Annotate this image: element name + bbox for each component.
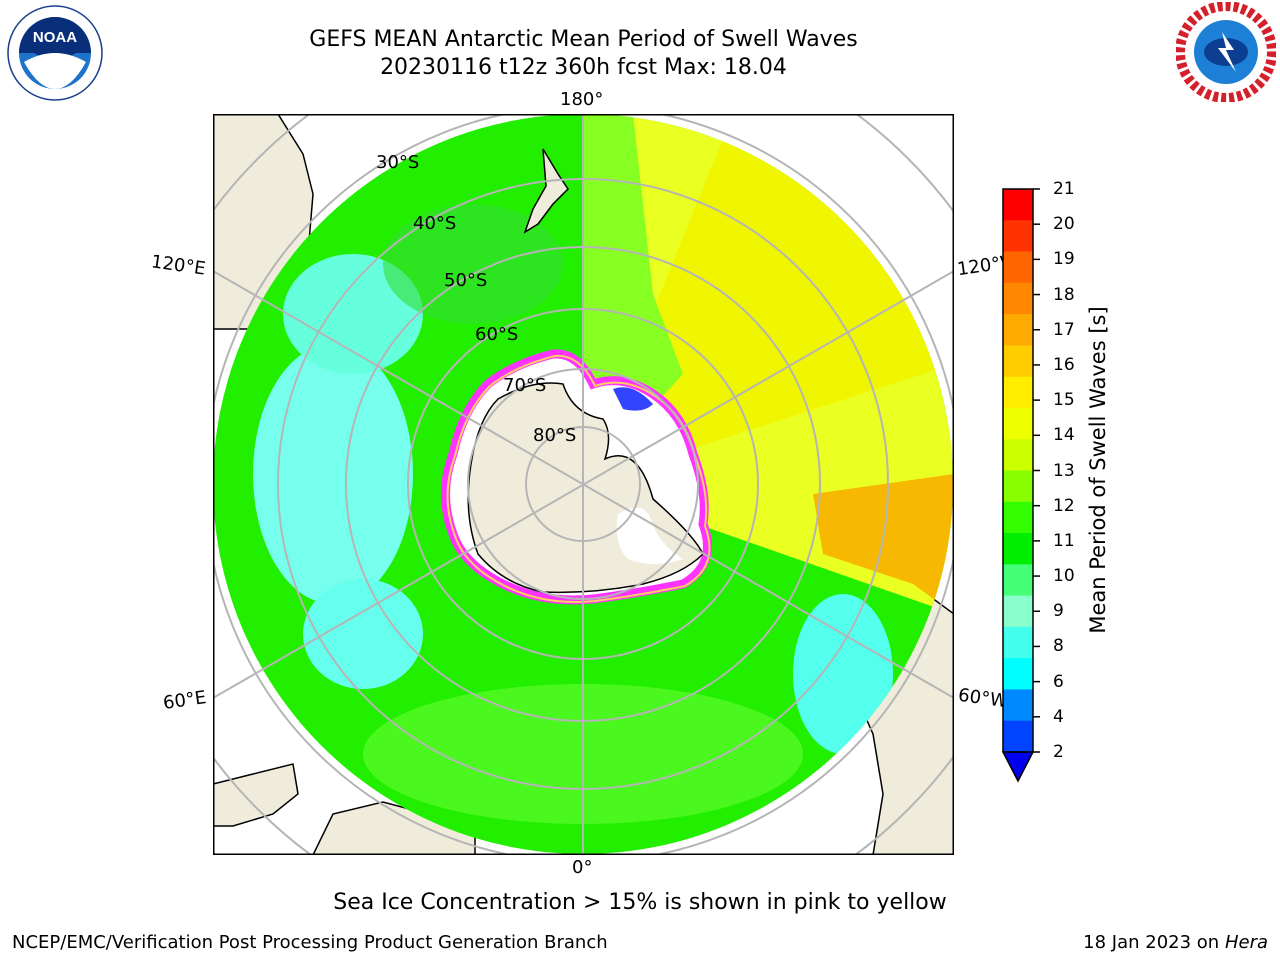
map-title: GEFS MEAN Antarctic Mean Period of Swell… (309, 27, 858, 52)
colorbar-tick-label: 16 (1053, 354, 1075, 375)
colorbar-tick-label: 18 (1053, 284, 1075, 305)
colorbar-swatch (1003, 345, 1033, 378)
colorbar-swatch (1003, 626, 1033, 659)
colorbar-swatch (1003, 470, 1033, 503)
colorbar-swatch (1003, 314, 1033, 346)
producer-credit: NCEP/EMC/Verification Post Processing Pr… (12, 932, 608, 953)
svg-text:NOAA: NOAA (33, 29, 77, 46)
generation-date-text: 18 Jan 2023 on (1083, 932, 1225, 953)
graticule (213, 114, 954, 855)
generation-date: 18 Jan 2023 on Hera (1083, 932, 1268, 953)
colorbar-swatch (1003, 501, 1033, 534)
colorbar-swatch (1003, 595, 1033, 628)
nws-logo (1176, 2, 1276, 102)
colorbar-tick-label: 10 (1053, 566, 1075, 587)
colorbar-swatch (1003, 564, 1033, 597)
lat-label-70s: 70°S (503, 375, 547, 396)
noaa-logo: NOAA (7, 5, 103, 101)
madagascar-landmass (213, 763, 299, 827)
colorbar (1001, 188, 1040, 783)
colorbar-swatch (1003, 189, 1033, 221)
lat-label-60s: 60°S (475, 324, 519, 345)
colorbar-tick-label: 19 (1053, 249, 1075, 270)
colorbar-tick-label: 12 (1053, 495, 1075, 516)
colorbar-tick-label: 20 (1053, 214, 1075, 235)
host-name: Hera (1224, 932, 1268, 953)
colorbar-swatch (1003, 689, 1033, 722)
colorbar-tick-label: 15 (1053, 390, 1075, 411)
lat-label-40s: 40°S (413, 213, 457, 234)
map-subtitle: 20230116 t12z 360h fcst Max: 18.04 (380, 55, 787, 80)
colorbar-tick-label: 9 (1053, 601, 1064, 622)
colorbar-tick-label: 21 (1053, 179, 1075, 199)
colorbar-tick-label: 4 (1053, 706, 1064, 727)
lon-label-180: 180° (560, 89, 604, 110)
colorbar-swatch (1003, 533, 1033, 565)
colorbar-label: Mean Period of Swell Waves [s] (1086, 306, 1110, 634)
polar-map (213, 114, 954, 855)
lat-label-80s: 80°S (533, 425, 577, 446)
colorbar-swatch (1003, 220, 1033, 253)
colorbar-swatch (1003, 439, 1033, 471)
colorbar-tick-label: 8 (1053, 636, 1064, 657)
colorbar-swatch (1003, 282, 1033, 315)
lon-label-60e: 60°E (161, 687, 208, 714)
colorbar-swatch (1003, 720, 1033, 753)
colorbar-tick-label: 13 (1053, 460, 1075, 481)
lat-label-30s: 30°S (376, 152, 420, 173)
sea-ice-caption: Sea Ice Concentration > 15% is shown in … (333, 890, 947, 915)
lon-label-120e: 120°E (149, 251, 207, 280)
colorbar-swatch (1003, 407, 1033, 440)
colorbar-tick-label: 17 (1053, 319, 1075, 340)
colorbar-tick-label: 11 (1053, 530, 1075, 551)
colorbar-tick-label: 14 (1053, 425, 1075, 446)
lat-label-50s: 50°S (444, 270, 488, 291)
colorbar-tick-label: 6 (1053, 671, 1064, 692)
low-period-patch (613, 387, 653, 411)
colorbar-swatch (1003, 376, 1033, 409)
colorbar-tick-label: 2 (1053, 742, 1064, 762)
colorbar-swatch (1003, 251, 1033, 284)
colorbar-swatch (1003, 658, 1033, 690)
lon-label-0: 0° (572, 857, 593, 878)
